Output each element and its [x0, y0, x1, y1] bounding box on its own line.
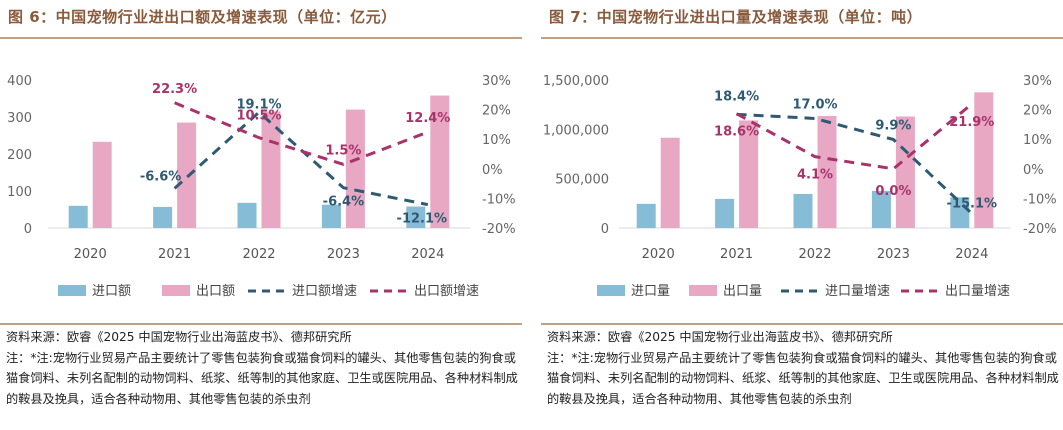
y-tick-label-left: 0	[24, 222, 32, 237]
bar-export	[895, 116, 915, 228]
bar-import	[153, 206, 173, 228]
source-text: 资料来源：欧睿《2025 中国宠物行业出海蓝皮书》、德邦研究所	[547, 330, 893, 344]
bar-export	[974, 92, 994, 228]
legend-swatch	[58, 285, 86, 296]
bar-export	[817, 116, 837, 228]
y-tick-label-left: 100	[7, 185, 32, 200]
line-series-export-growth	[174, 101, 429, 166]
x-tick-label: 2022	[798, 247, 831, 262]
y-tick-label-right: -20%	[482, 222, 516, 237]
legend-label: 进口额增速	[292, 284, 357, 299]
y-tick-label-right: 20%	[482, 104, 511, 119]
source-rule	[0, 323, 522, 325]
x-tick-label: 2022	[242, 247, 275, 262]
data-label: 17.0%	[792, 97, 837, 112]
bar-import	[321, 204, 341, 228]
y-tick-label-right: 20%	[1023, 104, 1052, 119]
data-label: 22.3%	[152, 82, 197, 97]
data-label: -6.4%	[323, 195, 364, 210]
y-tick-label-left: 0	[601, 222, 609, 237]
bar-export	[261, 111, 281, 228]
data-label: 12.4%	[405, 111, 450, 126]
data-label: 18.4%	[714, 89, 759, 104]
bar-import	[871, 191, 891, 228]
y-tick-label-left: 200	[7, 148, 32, 163]
legend-swatch	[689, 285, 717, 296]
y-tick-label-right: 30%	[482, 74, 511, 89]
y-tick-label-right: 30%	[1023, 74, 1052, 89]
x-tick-label: 2021	[158, 247, 191, 262]
chart-title: 图 6：中国宠物行业进出口额及增速表现（单位：亿元）	[8, 8, 397, 26]
bar-export	[660, 137, 680, 228]
x-tick-label: 2023	[877, 247, 910, 262]
source-block: 资料来源：欧睿《2025 中国宠物行业出海蓝皮书》、德邦研究所 注：*注:宠物行…	[547, 327, 1059, 409]
legend-swatch	[597, 285, 625, 296]
note-text: 注：*注:宠物行业贸易产品主要统计了零售包装狗食或猫食饲料的罐头、其他零售包装的…	[547, 350, 1059, 406]
y-tick-label-right: -20%	[1023, 222, 1057, 237]
chart-svg: 0 500,000 1,000,000 1,500,000 -20% -10% 0% 10% 2…	[543, 74, 1057, 299]
y-tick-label-right: 10%	[1023, 133, 1052, 148]
data-label: 10.5%	[236, 109, 281, 124]
y-tick-label-right: 0%	[1023, 163, 1044, 178]
bar-import	[406, 206, 426, 228]
data-label: 19.1%	[236, 97, 281, 112]
legend-label: 出口量	[723, 284, 762, 299]
data-label: -15.1%	[947, 196, 998, 211]
data-label: 18.6%	[714, 125, 759, 140]
bar-import	[68, 205, 88, 228]
y-tick-label-left: 300	[7, 111, 32, 126]
data-label: 1.5%	[325, 143, 361, 158]
y-tick-label-left: 400	[7, 74, 32, 89]
bar-import	[237, 202, 257, 228]
y-tick-label-right: -10%	[482, 192, 516, 207]
bar-export	[739, 120, 759, 228]
source-block: 资料来源：欧睿《2025 中国宠物行业出海蓝皮书》、德邦研究所 注：*注:宠物行…	[6, 327, 518, 409]
bar-export	[177, 122, 197, 228]
bar-export	[92, 141, 112, 228]
y-tick-label-left: 1,500,000	[543, 74, 609, 89]
chart-panel-left: 图 6：中国宠物行业进出口额及增速表现（单位：亿元） 0 100 200 300 400…	[0, 0, 522, 430]
bar-export	[430, 95, 450, 228]
data-label: -6.6%	[140, 169, 181, 184]
data-label: -12.1%	[397, 212, 448, 227]
chart-panel-right: 图 7：中国宠物行业进出口量及增速表现（单位：吨） 0 500,000 1,000,…	[541, 0, 1063, 430]
legend-label: 出口额增速	[414, 284, 479, 299]
y-tick-label-right: 0%	[482, 163, 503, 178]
bar-import	[715, 198, 735, 228]
line-series-import-growth	[173, 110, 429, 207]
line-series-export-growth	[735, 102, 973, 171]
legend-swatch	[162, 285, 190, 296]
y-tick-label-left: 1,000,000	[543, 123, 609, 138]
legend-label: 出口量增速	[945, 284, 1010, 299]
data-label: 0.0%	[875, 184, 911, 199]
chart-title: 图 7：中国宠物行业进出口量及增速表现（单位：吨）	[549, 8, 923, 26]
y-tick-label-right: 10%	[482, 133, 511, 148]
data-label: 4.1%	[797, 168, 833, 183]
x-tick-label: 2020	[642, 247, 675, 262]
x-tick-label: 2021	[720, 247, 753, 262]
x-tick-label: 2020	[74, 247, 107, 262]
title-rule	[0, 37, 522, 39]
x-tick-label: 2024	[411, 247, 444, 262]
chart-svg: 0 100 200 300 400 -20% -10% 0% 10% 20% 30% 2020 2021…	[7, 74, 516, 299]
bar-export	[345, 109, 365, 228]
source-rule	[541, 323, 1063, 325]
data-label: 21.9%	[949, 115, 994, 130]
bar-import	[636, 203, 656, 228]
bar-import	[793, 193, 813, 228]
data-label: 9.9%	[875, 118, 911, 133]
title-rule	[541, 37, 1063, 39]
x-tick-label: 2023	[327, 247, 360, 262]
legend-label: 进口量增速	[825, 284, 890, 299]
x-tick-label: 2024	[955, 247, 988, 262]
legend-label: 进口额	[92, 284, 131, 299]
line-series-import-growth	[736, 112, 973, 215]
legend-label: 出口额	[196, 284, 235, 299]
legend-label: 进口量	[631, 284, 670, 299]
y-tick-label-left: 500,000	[555, 173, 609, 188]
source-text: 资料来源：欧睿《2025 中国宠物行业出海蓝皮书》、德邦研究所	[6, 330, 352, 344]
note-text: 注：*注:宠物行业贸易产品主要统计了零售包装狗食或猫食饲料的罐头、其他零售包装的…	[6, 350, 518, 406]
y-tick-label-right: -10%	[1023, 192, 1057, 207]
